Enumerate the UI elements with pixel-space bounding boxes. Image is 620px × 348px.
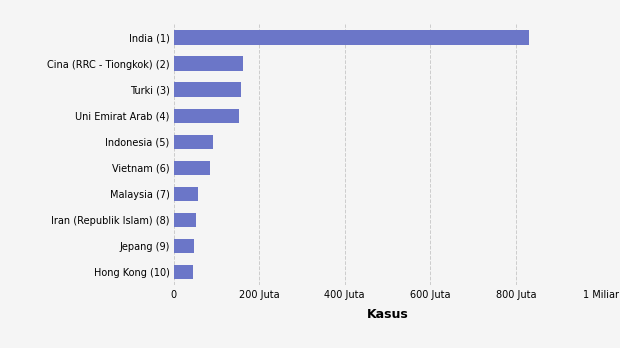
Bar [174, 187, 198, 201]
Bar [174, 161, 210, 175]
X-axis label: Kasus: Kasus [366, 308, 409, 321]
Bar [174, 213, 196, 227]
Bar [174, 30, 529, 45]
Bar [174, 56, 243, 71]
Bar [174, 239, 193, 253]
Bar [174, 135, 213, 149]
Bar [174, 109, 239, 123]
Bar [174, 82, 241, 97]
Bar [174, 265, 193, 279]
